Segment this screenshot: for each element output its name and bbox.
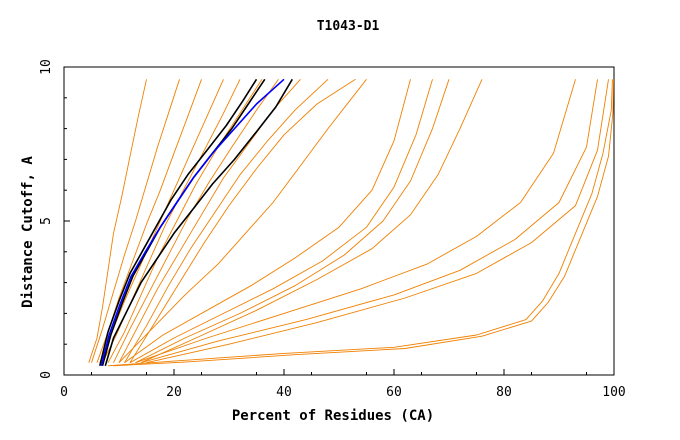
y-tick-label: 10 [39,59,54,75]
series-line-models-1 [88,79,147,363]
series-line-models-18 [146,79,609,364]
series-line-models-10 [129,78,356,363]
y-axis-label: Distance Cutoff, A [20,156,36,308]
series-line-models-4 [99,79,224,363]
series-line-models-17 [140,79,598,364]
series-line-models-16 [135,79,576,364]
x-axis-label: Percent of Residues (CA) [232,408,434,424]
series-line-models-14 [135,79,450,364]
plot-area-frame [63,66,615,376]
series-layer [88,78,614,367]
x-tick-label: 0 [60,385,68,400]
series-line-models-7 [113,79,279,363]
series-line-models-11 [118,79,367,364]
x-tick-label: 80 [496,385,512,400]
chart-title: T1043-D1 [317,19,380,34]
series-line-highlight-black-3 [104,78,293,367]
x-tick-label: 40 [276,385,292,400]
x-tick-label: 60 [386,385,402,400]
series-line-models-15 [140,79,483,364]
series-line-models-20 [113,79,614,367]
y-tick-label: 0 [39,371,54,379]
tick-layer: 0 20 40 60 80 100 0 5 10 [39,59,626,400]
series-line-models-19 [107,79,613,367]
series-line-highlight-black-2 [99,78,258,366]
series-line-models-12 [124,79,411,364]
x-tick-label: 20 [166,385,182,400]
x-tick-label: 100 [602,385,625,400]
series-line-models-2 [91,79,180,363]
series-line-highlight-blue-1 [100,78,285,366]
y-tick-label: 5 [39,217,54,225]
series-line-models-6 [107,79,263,363]
series-line-models-9 [124,78,329,363]
series-line-models-13 [129,79,433,364]
